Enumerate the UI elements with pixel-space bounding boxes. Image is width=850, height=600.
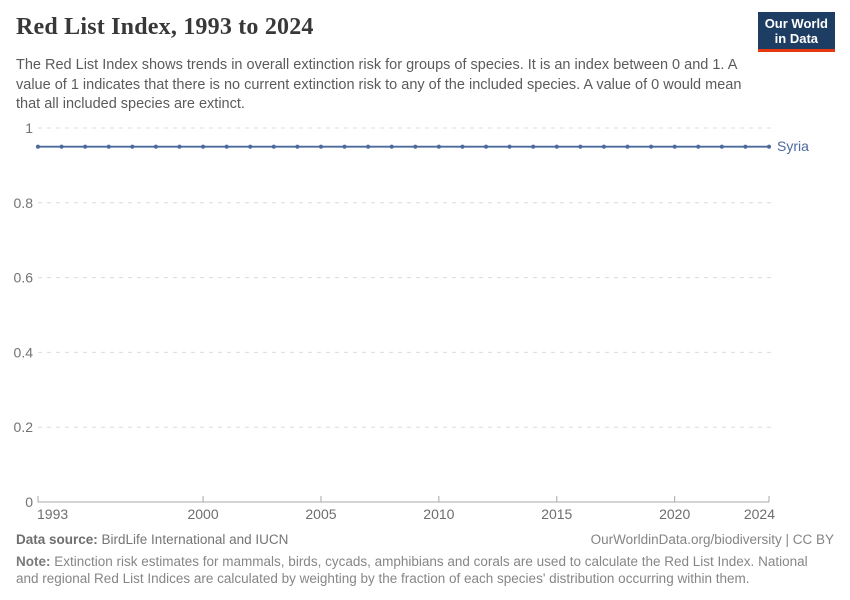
data-point-marker[interactable] [318, 144, 324, 149]
note-label: Note: [16, 554, 51, 569]
data-point-marker[interactable] [342, 144, 347, 149]
data-point-marker[interactable] [672, 144, 677, 149]
data-point-marker[interactable] [177, 144, 182, 149]
data-point-marker[interactable] [554, 144, 559, 149]
chart-note: Note: Extinction risk estimates for mamm… [16, 553, 822, 587]
x-tick-label: 1993 [37, 506, 68, 522]
data-point-marker[interactable] [648, 144, 654, 149]
y-tick-label: 0.2 [14, 419, 34, 435]
y-tick-label: 1 [25, 120, 33, 136]
data-point-marker[interactable] [696, 144, 701, 149]
data-point-marker[interactable] [389, 144, 394, 149]
data-point-marker[interactable] [35, 144, 41, 149]
page-title: Red List Index, 1993 to 2024 [16, 14, 314, 40]
data-point-marker[interactable] [719, 144, 724, 149]
x-tick-label: 2000 [187, 506, 218, 522]
x-tick-label: 2015 [541, 506, 572, 522]
series-syria[interactable]: Syria [35, 138, 809, 154]
data-point-marker[interactable] [295, 144, 300, 149]
data-point-marker[interactable] [248, 144, 253, 149]
x-tick-label: 2005 [305, 506, 336, 522]
x-tick-label: 2020 [659, 506, 690, 522]
data-source-label: Data source: [16, 532, 98, 547]
y-tick-label: 0.8 [14, 195, 34, 211]
chart-subtitle: The Red List Index shows trends in overa… [16, 57, 742, 112]
data-source-value: BirdLife International and IUCN [97, 532, 289, 547]
data-point-marker[interactable] [460, 144, 465, 149]
data-point-marker[interactable] [601, 144, 607, 149]
owid-logo[interactable]: Our World in Data [757, 12, 835, 52]
data-point-marker[interactable] [625, 144, 630, 149]
x-tick-label: 2024 [744, 506, 775, 522]
x-tick-label: 2010 [423, 506, 454, 522]
data-point-marker[interactable] [59, 144, 64, 149]
y-tick-label: 0.6 [14, 270, 34, 286]
series-label-syria[interactable]: Syria [777, 138, 809, 154]
data-point-marker[interactable] [436, 144, 441, 149]
chart-footer: Data source: BirdLife International and … [16, 532, 834, 547]
data-source-text: Data source: BirdLife International and … [16, 532, 288, 547]
owid-logo-line2: in Data [774, 31, 819, 46]
data-point-marker[interactable] [83, 144, 88, 149]
data-point-marker[interactable] [200, 144, 206, 149]
data-point-marker[interactable] [271, 144, 276, 149]
data-point-marker[interactable] [224, 144, 229, 149]
owid-logo-line1: Our World [764, 16, 828, 31]
data-point-marker[interactable] [106, 144, 111, 149]
chart-svg: 0 0.2 0.4 0.6 0.8 1 1993 2000 2005 2010 2015 2020 20… [14, 120, 810, 522]
data-point-marker[interactable] [743, 144, 748, 149]
data-point-marker[interactable] [483, 144, 489, 149]
data-point-marker[interactable] [366, 144, 371, 149]
note-value: Extinction risk estimates for mammals, b… [16, 554, 808, 586]
data-point-marker[interactable] [413, 144, 418, 149]
data-point-marker[interactable] [153, 144, 159, 149]
data-point-marker[interactable] [130, 144, 135, 149]
y-tick-label: 0.4 [14, 344, 34, 360]
data-point-marker[interactable] [766, 144, 772, 149]
y-tick-label: 0 [25, 494, 33, 510]
data-point-marker[interactable] [578, 144, 583, 149]
attribution-link[interactable]: OurWorldinData.org/biodiversity | CC BY [590, 532, 834, 547]
data-point-marker[interactable] [531, 144, 536, 149]
data-point-marker[interactable] [507, 144, 512, 149]
